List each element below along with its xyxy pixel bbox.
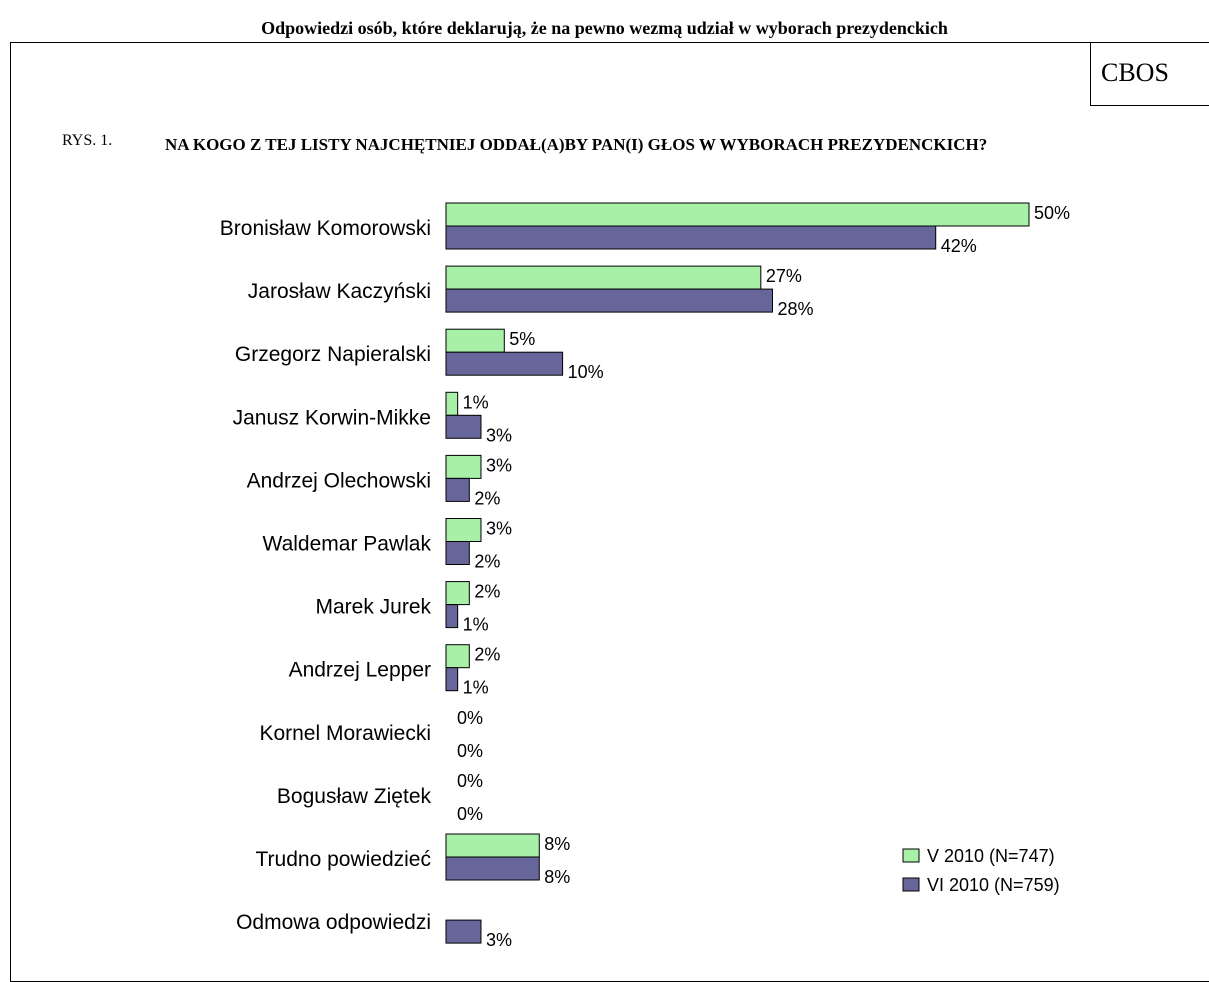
category-label: Andrzej Olechowski xyxy=(247,469,431,492)
category-label: Marek Jurek xyxy=(315,596,431,619)
source-label: CBOS xyxy=(1090,42,1209,106)
data-label: 3% xyxy=(486,455,512,475)
bar xyxy=(445,833,540,858)
chart-question: NA KOGO Z TEJ LISTY NAJCHĘTNIEJ ODDAŁ(A)… xyxy=(165,135,988,154)
bar xyxy=(445,541,470,565)
data-label: 8% xyxy=(544,867,570,887)
data-label: 50% xyxy=(1034,203,1070,223)
bar xyxy=(445,581,470,606)
bar xyxy=(445,288,773,313)
category-label: Odmowa odpowiedzi xyxy=(236,911,431,934)
data-label: 2% xyxy=(474,645,500,665)
category-label: Janusz Korwin-Mikke xyxy=(233,406,431,429)
category-label: Trudno powiedzieć xyxy=(256,848,432,871)
data-label: 2% xyxy=(474,488,500,508)
data-label: 5% xyxy=(509,329,535,349)
bar xyxy=(445,667,459,692)
data-label: 3% xyxy=(486,519,512,539)
data-label: 0% xyxy=(457,771,483,791)
category-label: Bronisław Komorowski xyxy=(220,217,431,240)
category-label: Grzegorz Napieralski xyxy=(235,343,431,366)
data-label: 3% xyxy=(486,930,512,950)
data-label: 1% xyxy=(463,615,489,635)
data-label: 0% xyxy=(457,741,483,761)
data-label: 8% xyxy=(544,834,570,854)
bar xyxy=(445,477,470,502)
bar xyxy=(445,265,762,290)
bar xyxy=(445,202,1030,227)
figure-label: RYS. 1. xyxy=(62,132,113,149)
data-label: 0% xyxy=(457,804,483,824)
bar xyxy=(445,919,482,944)
category-label: Kornel Morawiecki xyxy=(259,722,431,745)
data-label: 10% xyxy=(568,362,604,382)
data-label: 2% xyxy=(474,582,500,602)
bar xyxy=(445,856,540,881)
data-label: 2% xyxy=(474,552,500,572)
bar xyxy=(445,351,564,376)
bar xyxy=(445,644,470,669)
bar xyxy=(445,518,482,542)
category-label: Waldemar Pawlak xyxy=(263,533,432,556)
bar xyxy=(445,328,505,353)
bar xyxy=(445,391,459,416)
data-label: 42% xyxy=(941,236,977,256)
data-label: 1% xyxy=(463,392,489,412)
data-label: 0% xyxy=(457,708,483,728)
category-label: Andrzej Lepper xyxy=(289,659,431,682)
bar xyxy=(445,414,482,439)
bar xyxy=(445,225,937,250)
legend-entry: V 2010 (N=747) xyxy=(927,846,1055,866)
bar xyxy=(445,604,459,629)
legend-entry: VI 2010 (N=759) xyxy=(927,875,1060,895)
category-label: Jarosław Kaczyński xyxy=(248,280,431,303)
bar xyxy=(445,454,482,479)
legend-swatch xyxy=(902,848,920,863)
data-label: 28% xyxy=(777,299,813,319)
chart-header: Odpowiedzi osób, które deklarują, że na … xyxy=(261,18,948,38)
data-label: 3% xyxy=(486,425,512,445)
legend-swatch xyxy=(902,877,920,892)
data-label: 27% xyxy=(766,266,802,286)
category-label: Bogusław Ziętek xyxy=(277,785,432,808)
data-label: 1% xyxy=(463,678,489,698)
